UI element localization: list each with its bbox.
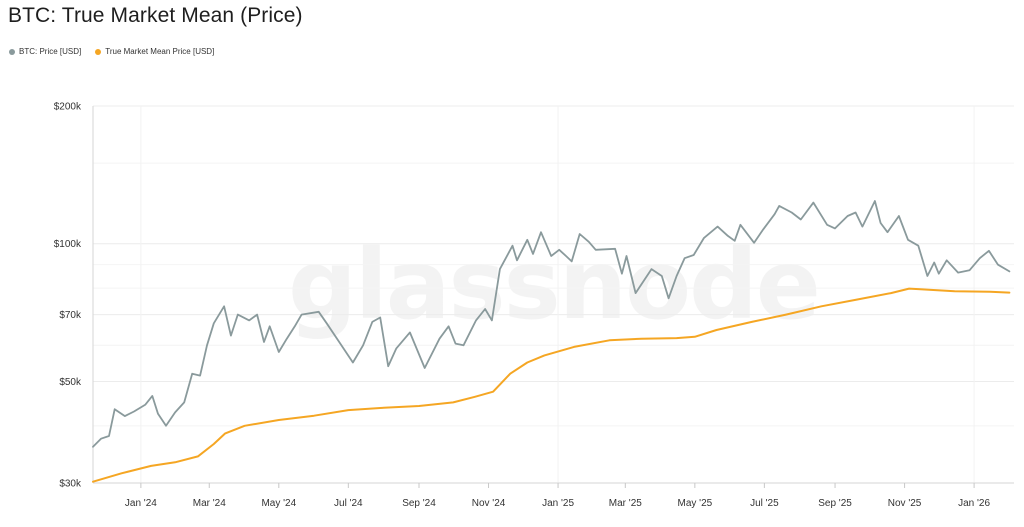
x-tick-label: Jan '24 [125,498,157,509]
chart-legend: BTC: Price [USD] True Market Mean Price … [9,47,214,56]
x-tick-label: Sep '25 [818,498,852,509]
x-tick-label: May '25 [677,498,712,509]
y-tick-label: $100k [54,239,82,250]
watermark-text: glassnode [288,229,819,341]
legend-label-btc-price: BTC: Price [USD] [19,47,82,56]
y-tick-label: $200k [54,102,82,113]
btc-price-line[interactable] [92,200,1011,448]
y-tick-label: $70k [59,310,82,321]
legend-item-btc-price[interactable]: BTC: Price [USD] [9,47,81,56]
x-tick-label: Jul '25 [750,498,779,509]
x-tick-label: Mar '25 [609,498,642,509]
x-tick-label: Nov '25 [888,498,922,509]
legend-label-true-market-mean: True Market Mean Price [USD] [105,47,215,56]
true-market-mean-line[interactable] [92,287,1011,483]
y-tick-label: $50k [59,377,82,388]
x-tick-label: Jul '24 [334,498,363,509]
legend-dot-true-market-mean [95,48,102,55]
x-tick-label: Sep '24 [402,498,436,509]
x-tick-label: Jan '26 [958,498,990,509]
legend-dot-btc-price [9,48,15,55]
x-tick-label: Jan '25 [542,498,574,509]
legend-item-true-market-mean[interactable]: True Market Mean Price [USD] [95,47,214,56]
x-tick-label: Nov '24 [472,498,506,509]
x-tick-label: May '24 [261,498,296,509]
x-tick-label: Mar '24 [193,498,226,509]
y-tick-label: $30k [59,479,82,490]
chart-title: BTC: True Market Mean (Price) [8,4,303,27]
